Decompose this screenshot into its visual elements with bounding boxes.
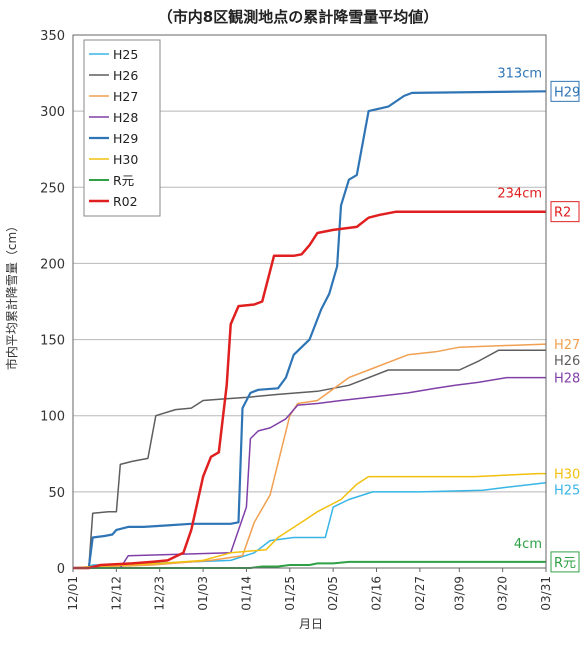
y-tick-label: 250 xyxy=(40,181,65,196)
y-tick-label: 100 xyxy=(40,410,65,425)
series-end-label: R2 xyxy=(554,206,571,221)
x-tick-label: 01/25 xyxy=(283,576,297,611)
x-tick-label: 12/23 xyxy=(153,576,167,611)
x-tick-label: 01/03 xyxy=(196,576,210,611)
x-axis-ticks: 12/01 12/12 12/23 01/03 01/14 01/25 02/05 02/16… xyxy=(66,568,553,611)
x-tick-label: 03/09 xyxy=(452,576,466,611)
legend-label: H30 xyxy=(113,152,138,167)
legend-label: R02 xyxy=(113,194,138,209)
series-end-label: R元 xyxy=(554,556,576,571)
series-end-label: H28 xyxy=(554,372,580,387)
series-end-label: H29 xyxy=(554,85,580,100)
x-tick-label: 02/16 xyxy=(370,576,384,611)
chart-title: （市内8区観測地点の累計降雪量平均値） xyxy=(158,8,438,26)
series-end-box xyxy=(550,201,580,223)
y-tick-label: 50 xyxy=(48,486,65,501)
series-line-H29 xyxy=(73,90,547,570)
legend-label: H26 xyxy=(113,68,138,83)
legend: H25 H26 H27 H28 H29 H30 R元 R02 xyxy=(83,39,161,217)
series-end-label: H25 xyxy=(554,484,580,499)
series-line-H28 xyxy=(73,376,546,569)
y-tick-label: 0 xyxy=(57,562,65,577)
legend-label: H27 xyxy=(113,89,138,104)
x-tick-label: 12/01 xyxy=(66,576,80,611)
series-callout-label: 313cm xyxy=(497,66,542,81)
legend-label: H28 xyxy=(113,110,138,125)
series-callout-label: 4cm xyxy=(514,537,542,552)
y-axis-label: 市内平均累計降雪量（cm） xyxy=(4,220,19,370)
y-tick-label: 300 xyxy=(40,105,65,120)
legend-label: H25 xyxy=(113,47,138,62)
series-line-R02 xyxy=(73,210,546,570)
legend-label: H29 xyxy=(113,131,138,146)
plot-area-frame xyxy=(72,34,547,569)
x-tick-label: 12/12 xyxy=(109,576,123,611)
x-tick-label: 01/14 xyxy=(239,576,253,611)
series-line-H30 xyxy=(72,472,546,569)
x-tick-label: 03/31 xyxy=(539,576,553,611)
series-callout-label: 234cm xyxy=(497,187,542,202)
series-line-H26 xyxy=(73,349,546,569)
y-tick-label: 200 xyxy=(40,257,65,272)
series-end-label: H27 xyxy=(554,338,580,353)
legend-box xyxy=(83,39,161,217)
series-line-R元 xyxy=(73,560,546,569)
x-axis-label: 月日 xyxy=(299,617,323,631)
series-end-box xyxy=(550,551,580,573)
series-end-label: H26 xyxy=(554,354,580,369)
series-end-label: H30 xyxy=(554,468,580,483)
x-tick-label: 02/05 xyxy=(326,576,340,611)
series-line-H27 xyxy=(72,343,547,569)
y-tick-label: 150 xyxy=(40,334,65,349)
legend-label: R元 xyxy=(113,173,134,188)
y-tick-label: 350 xyxy=(40,29,65,44)
y-axis-ticks: 0 50 100 150 200 250 300 350 xyxy=(40,29,65,577)
x-tick-label: 03/20 xyxy=(496,576,510,611)
series-end-box xyxy=(550,80,580,102)
series-lines xyxy=(72,90,547,570)
x-tick-label: 02/27 xyxy=(413,576,427,611)
